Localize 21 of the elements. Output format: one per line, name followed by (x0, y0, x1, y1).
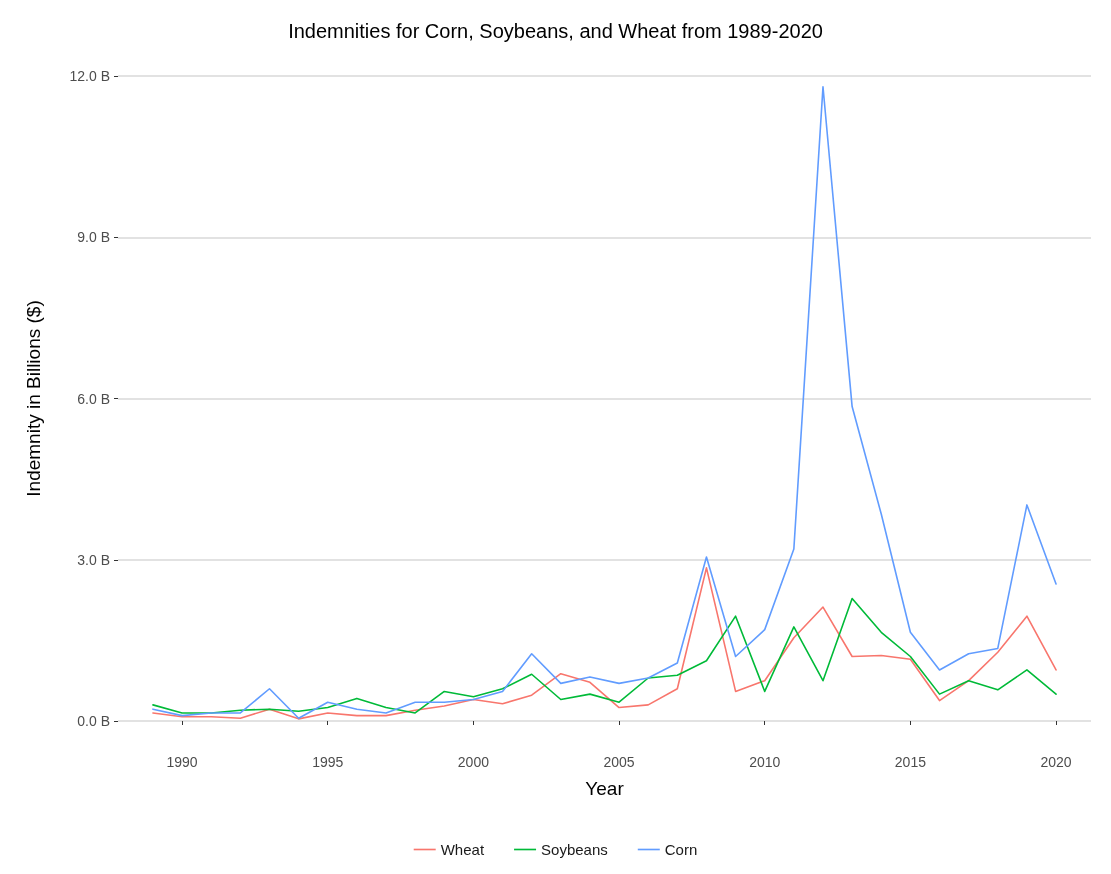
y-tick-label: 0.0 B (77, 713, 110, 729)
line-series (152, 597, 1057, 714)
x-tick-label: 1995 (312, 754, 344, 770)
legend-label: Soybeans (541, 841, 608, 858)
x-tick-label: 2020 (1040, 754, 1072, 770)
y-tick-label: 6.0 B (77, 390, 110, 407)
line-series (152, 567, 1057, 720)
x-tick-label: 2000 (457, 754, 490, 770)
y-tick-label: 12.0 B (69, 68, 110, 84)
y-tick-label: 9.0 B (77, 229, 110, 246)
chart-title: Indemnities for Corn, Soybeans, and Wheat from 1989-2020 (288, 20, 823, 42)
x-tick-label: 2010 (749, 754, 781, 770)
legend-label: Corn (664, 841, 698, 858)
x-tick-label: 2015 (894, 754, 927, 770)
x-axis-title: Year (585, 778, 625, 799)
x-tick-label: 1990 (166, 754, 198, 770)
y-axis-title: Indemnity in Billions ($) (23, 300, 44, 497)
y-tick-label: 3.0 B (77, 551, 110, 568)
x-tick-label: 2005 (603, 754, 635, 770)
legend-label: Wheat (440, 841, 485, 858)
line-series (152, 85, 1057, 720)
